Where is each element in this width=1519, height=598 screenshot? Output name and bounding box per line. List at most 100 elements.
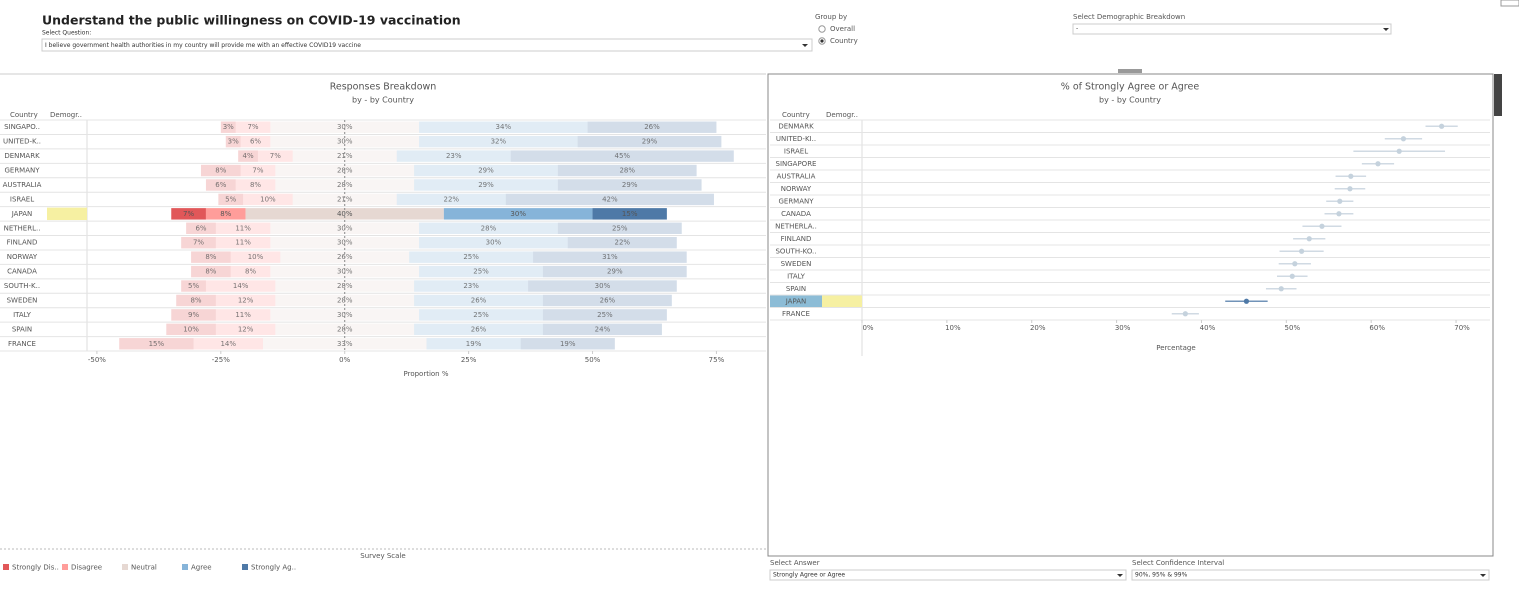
point: [1396, 148, 1402, 154]
data-label: 29%: [478, 181, 494, 189]
bar-segment: [262, 338, 427, 350]
legend-label[interactable]: Agree: [191, 564, 212, 572]
bar-segment: [240, 164, 276, 177]
data-label: 8%: [205, 253, 216, 261]
data-label: 26%: [600, 296, 616, 304]
legend-label[interactable]: Disagree: [71, 564, 102, 572]
bar-segment: [419, 121, 588, 133]
data-label: 25%: [597, 311, 613, 319]
bar-segment: [166, 323, 216, 336]
data-label: 45%: [614, 152, 630, 160]
bar-segment: [186, 222, 216, 234]
data-label: 10%: [260, 195, 276, 203]
legend-swatch[interactable]: [242, 564, 248, 570]
bar-segment: [218, 193, 244, 206]
data-label: 15%: [622, 210, 638, 218]
bar-segment: [225, 135, 241, 148]
category-label: FRANCE: [8, 340, 36, 348]
column-header: Demogr..: [826, 111, 858, 119]
bar-segment: [510, 150, 734, 162]
data-label: 10%: [183, 325, 199, 333]
window-icon[interactable]: [1500, 0, 1519, 7]
data-label: 24%: [595, 325, 611, 333]
point: [1292, 261, 1298, 267]
bar-segment: [270, 121, 420, 133]
point: [1347, 186, 1353, 192]
legend-swatch[interactable]: [122, 564, 128, 570]
category-label: NORWAY: [781, 185, 812, 193]
bar-segment: [419, 237, 568, 249]
demographic-value: -: [1076, 26, 1078, 33]
legend-swatch[interactable]: [3, 564, 9, 570]
drag-handle[interactable]: [1118, 69, 1142, 73]
column-header: Country: [10, 111, 38, 119]
highlight-cell: [822, 295, 862, 307]
data-label: 42%: [602, 195, 618, 203]
category-label: JAPAN: [11, 210, 33, 218]
bar-segment: [191, 251, 231, 263]
group-by-label: Group by: [815, 13, 847, 21]
legend-swatch[interactable]: [182, 564, 188, 570]
data-label: 19%: [560, 340, 576, 348]
legend-title: Survey Scale: [360, 552, 405, 560]
category-label: DENMARK: [4, 152, 40, 160]
dashboard-title: Understand the public willingness on COV…: [42, 13, 461, 28]
data-label: 25%: [473, 311, 489, 319]
point: [1243, 298, 1250, 304]
legend-label[interactable]: Strongly Ag..: [251, 564, 296, 572]
demographic-label: Select Demographic Breakdown: [1073, 13, 1185, 21]
point: [1400, 136, 1407, 142]
bar-segment: [270, 237, 420, 249]
data-label: 33%: [337, 340, 353, 348]
data-label: 15%: [149, 340, 165, 348]
chart-title: Responses Breakdown: [330, 82, 437, 93]
x-axis-label: Proportion %: [404, 370, 449, 378]
data-label: 5%: [188, 282, 199, 290]
data-label: 8%: [215, 167, 226, 175]
dropdown-arrow: [1117, 574, 1123, 577]
category-label: DENMARK: [778, 122, 814, 130]
demographic-dropdown[interactable]: [1072, 23, 1392, 35]
data-label: 30%: [486, 239, 502, 247]
category-label: SWEDEN: [7, 296, 38, 304]
radio-label: Overall: [830, 25, 855, 33]
highlight-label-cell: [770, 295, 822, 307]
data-label: 29%: [607, 268, 623, 276]
category-label: FRANCE: [782, 310, 810, 318]
point: [1306, 236, 1312, 242]
category-label: SOUTH-KO..: [775, 247, 816, 255]
data-label: 6%: [250, 138, 261, 146]
data-label: 8%: [205, 268, 216, 276]
x-tick-label: -50%: [88, 356, 106, 364]
ci-dropdown[interactable]: [1131, 569, 1490, 581]
legend-swatch[interactable]: [62, 564, 68, 570]
radio-dot: [820, 39, 824, 43]
data-label: 25%: [612, 224, 628, 232]
dropdown-arrow: [1383, 28, 1389, 31]
data-label: 29%: [642, 138, 658, 146]
category-label: GERMANY: [4, 167, 40, 175]
bar-segment: [215, 309, 271, 321]
data-label: 28%: [337, 167, 353, 175]
data-label: 21%: [337, 195, 353, 203]
data-label: 14%: [233, 282, 249, 290]
legend-label[interactable]: Neutral: [131, 564, 157, 572]
bar-segment: [171, 208, 206, 220]
answer-dropdown[interactable]: [769, 569, 1127, 581]
bar-segment: [409, 251, 534, 263]
bar-segment: [181, 237, 216, 249]
panel-toolbar[interactable]: [1494, 74, 1502, 116]
category-label: ITALY: [13, 311, 32, 319]
data-label: 30%: [337, 123, 353, 131]
bar-segment: [215, 294, 276, 307]
radio-button[interactable]: [818, 25, 826, 33]
data-label: 23%: [463, 282, 479, 290]
bar-segment: [257, 150, 293, 162]
question-dropdown[interactable]: [41, 38, 813, 52]
category-label: UNITED-KI..: [776, 135, 816, 143]
bar-segment: [414, 294, 543, 307]
legend-label[interactable]: Strongly Dis..: [12, 564, 59, 572]
data-label: 7%: [193, 239, 204, 247]
radio-label: Country: [830, 37, 858, 45]
